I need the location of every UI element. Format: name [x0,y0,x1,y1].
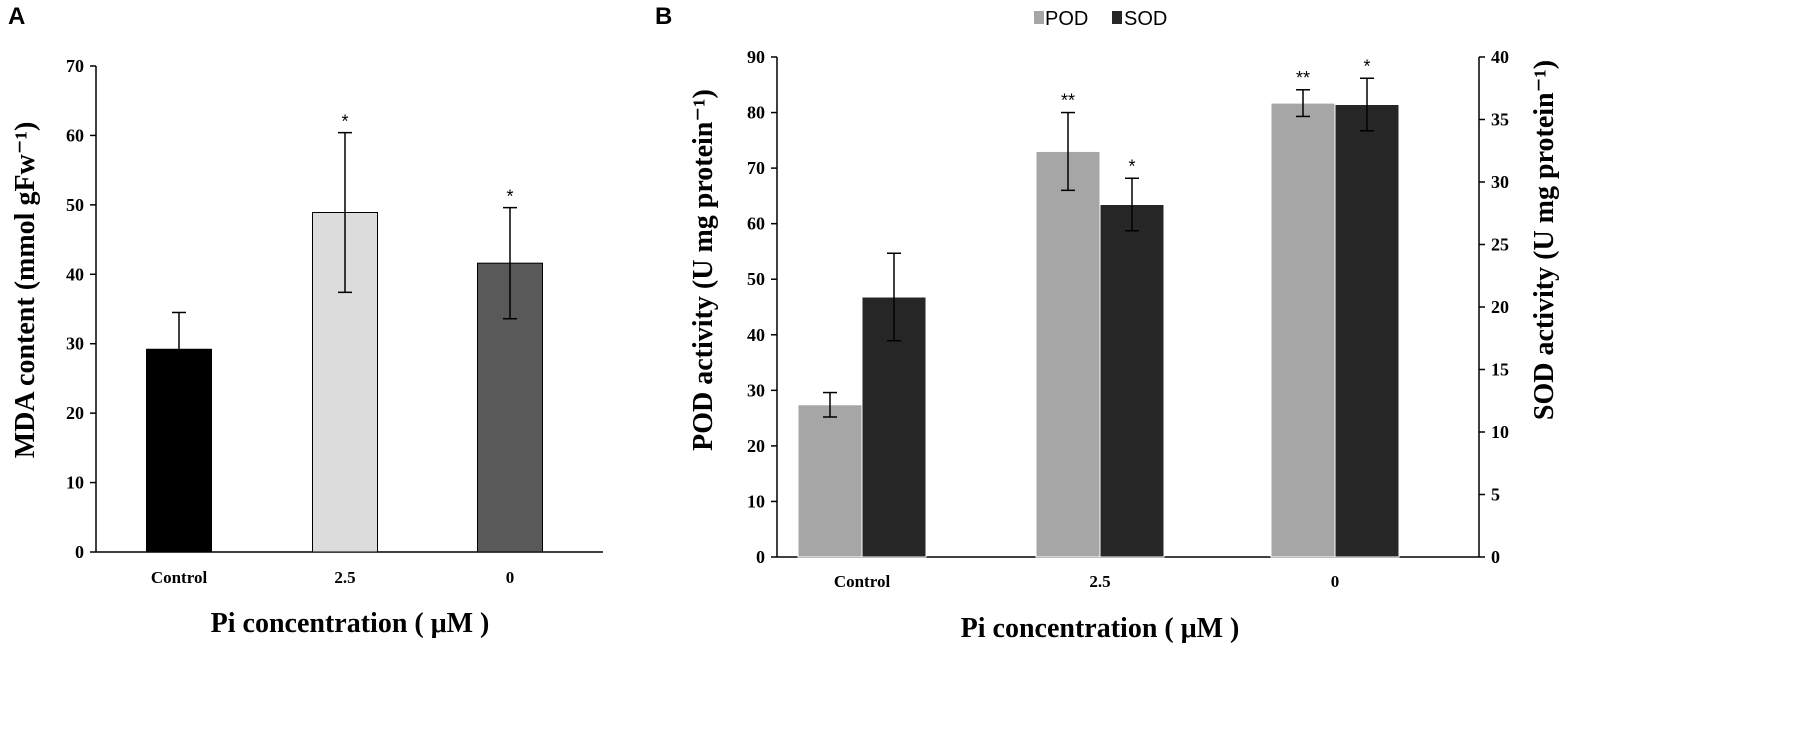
panel-b-bar-sod-2-5 [1099,204,1165,558]
panel-b-significance-pod-2-5: ** [1061,91,1075,111]
panel-b-left-tick-label-20: 20 [747,436,765,456]
panel-b-letter: B [655,3,672,30]
panel-b-right-tick-label-35: 35 [1491,110,1509,130]
panel-b: B POD SOD 0 10 20 30 40 50 60 70 80 90 0 5 10 15 20 25… [655,3,1560,644]
panel-b-significance: ****** [1061,56,1371,176]
panel-a-category-label-2-5: 2.5 [334,568,355,587]
panel-b-left-ticks: 0 10 20 30 40 50 60 70 80 90 [747,47,777,567]
panel-a-y-tick-label-40: 40 [66,264,84,284]
panel-b-left-tick-label-80: 80 [747,103,765,123]
panel-a-category-label-0: 0 [506,568,515,587]
panel-b-error-bar-sod-0 [1360,77,1374,132]
panel-b-error-bar-pod-control [823,391,837,418]
panel-a-bar-0 [477,262,543,553]
panel-a-y-tick-label-50: 50 [66,195,84,215]
panel-b-right-tick-label-20: 20 [1491,297,1509,317]
panel-b-category-label-control: Control [834,572,891,591]
panel-b-category-labels: Control 2.5 0 [834,572,1339,591]
panel-a-error-bar-0 [503,206,517,320]
panel-a-category-label-control: Control [151,568,208,587]
panel-b-right-tick-label-5: 5 [1491,485,1500,505]
panel-a-y-tick-label-30: 30 [66,334,84,354]
legend: POD SOD [1034,8,1167,30]
legend-label-pod: POD [1045,8,1088,30]
panel-b-right-tick-label-0: 0 [1491,547,1500,567]
panel-a-significance-2-5: * [341,112,348,132]
panel-b-left-tick-label-50: 50 [747,269,765,289]
panel-b-bar-sod-0 [1334,104,1400,558]
panel-a-letter: A [8,3,25,30]
panel-a-y-tick-label-0: 0 [75,542,84,562]
panel-a-y-axis-title: MDA content (mmol gFw⁻¹) [10,122,41,459]
panel-b-significance-sod-0: * [1363,56,1370,76]
panel-b-right-ticks: 0 5 10 15 20 25 30 35 40 [1479,47,1509,567]
panel-b-left-tick-label-40: 40 [747,325,765,345]
panel-b-error-bar-pod-0 [1296,89,1310,118]
panel-b-error-bar-sod-control [887,252,901,342]
panel-b-error-bar-sod-2-5 [1125,177,1139,232]
panel-b-left-tick-label-60: 60 [747,214,765,234]
panel-b-right-tick-label-30: 30 [1491,172,1509,192]
panel-b-error-bars [823,77,1374,418]
panel-b-right-tick-label-15: 15 [1491,360,1509,380]
panel-b-category-label-0: 0 [1331,572,1340,591]
panel-b-bar-pod-control [797,404,863,558]
panel-a-y-tick-label-20: 20 [66,403,84,423]
panel-b-right-tick-label-10: 10 [1491,422,1509,442]
panel-b-left-tick-label-30: 30 [747,380,765,400]
legend-swatch-sod [1112,11,1122,24]
panel-b-x-axis-title: Pi concentration ( μM ) [961,613,1240,644]
panel-b-right-tick-label-25: 25 [1491,235,1509,255]
legend-swatch-pod [1034,11,1044,24]
panel-b-left-tick-label-90: 90 [747,47,765,67]
panel-a-y-tick-label-10: 10 [66,473,84,493]
panel-a-significance: ** [341,112,513,207]
panel-a-category-labels: Control 2.5 0 [151,568,514,587]
panel-a-y-ticks: 0 10 20 30 40 50 60 70 [66,56,96,562]
panel-b-category-label-2-5: 2.5 [1089,572,1110,591]
panel-b-left-tick-label-0: 0 [756,547,765,567]
panel-a-error-bars [172,131,517,387]
panel-b-error-bar-pod-2-5 [1061,111,1075,192]
panel-a-error-bar-2-5 [338,131,352,294]
panel-b-bars [797,102,1400,558]
panel-b-significance-sod-2-5: * [1128,156,1135,176]
panel-a-x-axis-title: Pi concentration ( μM ) [211,608,490,639]
panel-a-y-tick-label-60: 60 [66,125,84,145]
panel-b-right-y-axis-title: SOD activity (U mg protein⁻¹) [1529,60,1560,420]
panel-a-error-bar-control [172,311,186,387]
legend-label-sod: SOD [1124,8,1167,30]
panel-a-y-tick-label-70: 70 [66,56,84,76]
panel-b-left-tick-label-70: 70 [747,158,765,178]
panel-b-bar-pod-0 [1270,102,1336,558]
panel-b-left-y-axis-title: POD activity (U mg protein⁻¹) [688,89,719,451]
panel-b-left-tick-label-10: 10 [747,491,765,511]
panel-b-bar-pod-2-5 [1035,150,1101,558]
panel-b-significance-pod-0: ** [1296,68,1310,88]
panel-a-significance-0: * [506,187,513,207]
panel-b-right-tick-label-40: 40 [1491,47,1509,67]
